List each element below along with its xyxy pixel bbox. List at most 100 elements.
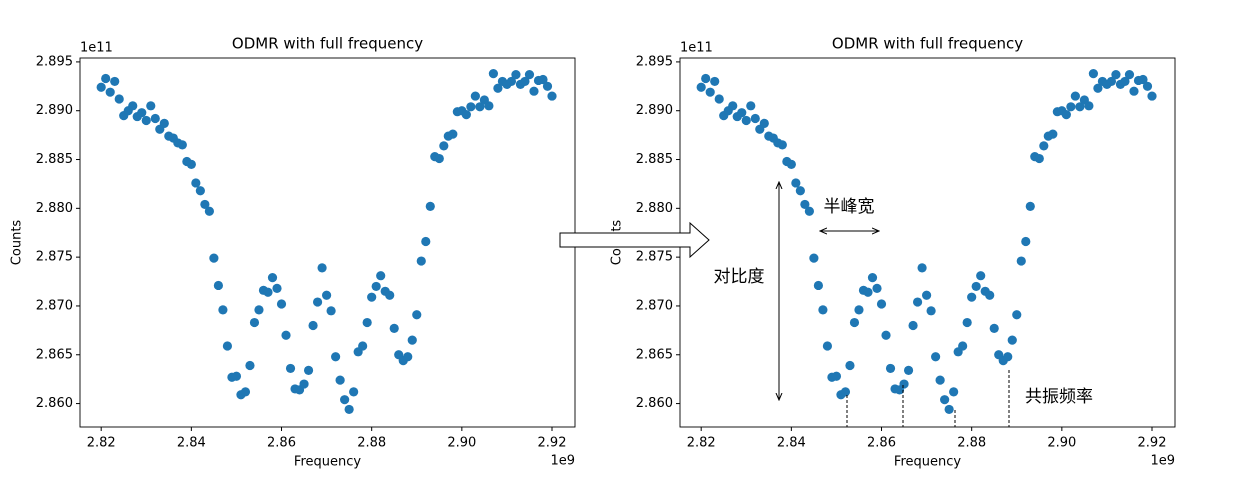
- point: [385, 290, 395, 300]
- point: [493, 83, 503, 93]
- point: [321, 290, 332, 300]
- point: [141, 115, 151, 126]
- point: [1066, 102, 1076, 112]
- point: [908, 320, 918, 331]
- point: [1034, 153, 1044, 164]
- point: [1120, 76, 1130, 87]
- point: [849, 317, 860, 328]
- y-tick-label: 2.895: [36, 54, 73, 69]
- y-tick-label: 2.880: [36, 201, 73, 216]
- annotation: 半峰宽: [824, 197, 875, 217]
- point: [746, 101, 756, 111]
- point: [349, 387, 359, 397]
- point: [976, 271, 986, 281]
- point: [267, 273, 278, 283]
- point: [899, 379, 909, 389]
- x-tick-label: 2.86: [867, 436, 896, 451]
- y-tick-label: 2.885: [36, 152, 73, 167]
- point: [439, 141, 449, 151]
- y-tick-label: 2.890: [636, 103, 673, 118]
- point: [818, 305, 828, 315]
- point: [1021, 236, 1031, 247]
- point: [299, 379, 309, 389]
- point: [191, 178, 201, 188]
- point: [696, 82, 706, 92]
- point: [285, 363, 296, 374]
- annotation: 对比度: [714, 267, 765, 287]
- point: [110, 76, 120, 87]
- point: [421, 236, 431, 247]
- x-tick-label: 2.88: [957, 436, 986, 451]
- point: [831, 371, 842, 381]
- point: [367, 292, 377, 302]
- point: [263, 287, 273, 297]
- point: [403, 352, 413, 362]
- point: [985, 290, 995, 300]
- point: [1048, 129, 1058, 139]
- y-offset-label: 1e11: [680, 41, 713, 56]
- point: [935, 375, 945, 385]
- point: [800, 199, 810, 210]
- point: [326, 306, 336, 316]
- point: [1084, 101, 1094, 111]
- point: [710, 76, 720, 87]
- point: [281, 330, 291, 340]
- point: [872, 283, 882, 293]
- point: [777, 140, 787, 150]
- chart-title: ODMR with full frequency: [832, 35, 1023, 53]
- point: [358, 341, 368, 351]
- point: [1088, 69, 1099, 79]
- transition-arrow: [559, 221, 710, 259]
- y-tick-label: 2.870: [636, 298, 673, 313]
- subplot: 2.82 2.84 2.86 2.88 2.90 2.92 2.860 2.865 2.870 2…: [610, 35, 1176, 470]
- point: [885, 363, 896, 374]
- point: [822, 341, 833, 351]
- point: [416, 256, 426, 266]
- point: [813, 280, 824, 291]
- point: [845, 360, 855, 371]
- point: [475, 102, 485, 112]
- y-offset-label: 1e11: [80, 41, 113, 56]
- x-axis-label: Frequency: [294, 455, 361, 470]
- point: [1147, 91, 1157, 101]
- point: [101, 73, 111, 84]
- point: [1124, 69, 1135, 80]
- point: [484, 101, 494, 111]
- point: [222, 341, 233, 351]
- point: [971, 281, 981, 292]
- point: [1039, 141, 1049, 151]
- x-axis-label: Frequency: [894, 455, 961, 470]
- point: [448, 129, 458, 139]
- point: [737, 108, 747, 118]
- point: [940, 395, 950, 405]
- x-tick-label: 2.88: [357, 436, 386, 451]
- point: [105, 87, 115, 97]
- point: [312, 297, 323, 307]
- point: [542, 81, 553, 91]
- point: [1012, 310, 1022, 320]
- point: [1075, 102, 1085, 112]
- point: [867, 273, 878, 283]
- point: [917, 263, 927, 273]
- y-tick-label: 2.875: [36, 250, 73, 265]
- x-offset-label: 1e9: [550, 454, 575, 469]
- x-tick-label: 2.90: [1047, 436, 1076, 451]
- point: [213, 280, 224, 291]
- point: [750, 113, 760, 124]
- x-tick-label: 2.90: [447, 436, 476, 451]
- x-tick-label: 2.86: [267, 436, 296, 451]
- point: [962, 317, 972, 328]
- point: [714, 94, 724, 104]
- point: [840, 387, 851, 397]
- annotation: 共振频率: [1025, 387, 1093, 407]
- point: [362, 317, 372, 328]
- y-tick-label: 2.895: [636, 54, 673, 69]
- point: [303, 365, 314, 375]
- point: [912, 297, 923, 307]
- point: [958, 341, 968, 351]
- point: [331, 352, 341, 362]
- point: [114, 94, 124, 104]
- point: [791, 178, 801, 188]
- point: [150, 113, 160, 124]
